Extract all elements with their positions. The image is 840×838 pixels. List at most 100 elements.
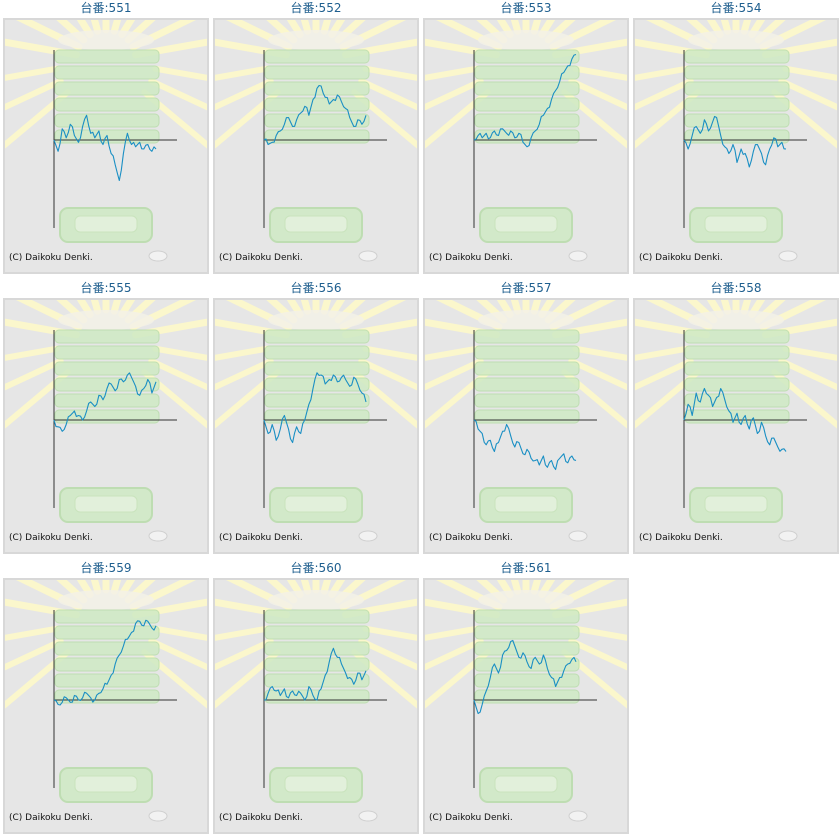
tray-top (58, 310, 154, 330)
tray-layer (54, 65, 160, 80)
coin-icon (568, 530, 588, 542)
ray (226, 580, 293, 611)
chart-title: 台番:559 (80, 561, 132, 575)
tray-top (58, 30, 154, 50)
ray (215, 38, 290, 59)
tray-layer (264, 329, 370, 344)
ray (215, 649, 281, 709)
series-line (473, 53, 577, 148)
ray (561, 89, 627, 149)
chart-frame: (C) Daikoku Denki. (423, 298, 629, 554)
tray-layer (54, 97, 160, 112)
ray (132, 38, 207, 59)
background-rays (425, 580, 627, 709)
ray (215, 358, 274, 391)
ray (436, 580, 503, 611)
chart-frame: (C) Daikoku Denki. (423, 578, 629, 834)
tray-layer (684, 97, 790, 112)
ray (124, 20, 156, 44)
ray (686, 20, 718, 44)
tray-top (268, 310, 364, 330)
ray (129, 20, 196, 51)
ray (759, 300, 826, 331)
ray (148, 638, 207, 671)
chart-title: 台番:554 (710, 1, 762, 15)
copyright-label: (C) Daikoku Denki. (219, 813, 303, 823)
ray (635, 38, 710, 59)
ray (342, 318, 417, 339)
ray (771, 89, 837, 149)
ray (129, 580, 196, 611)
tray-top (478, 310, 574, 330)
series-line (263, 647, 367, 701)
ray (425, 649, 491, 709)
ray (425, 38, 500, 59)
tray-layer (684, 329, 790, 344)
series-line (683, 115, 787, 168)
ray (266, 300, 298, 324)
tray-top (268, 590, 364, 610)
ray (5, 638, 64, 671)
ray (339, 300, 406, 331)
ray (362, 65, 417, 81)
tray-layer (474, 609, 580, 624)
tray-layer (684, 393, 790, 408)
coin-icon (358, 530, 378, 542)
tray-layer (264, 673, 370, 688)
chart-panel: 台番:552 (C) Daikoku Denki. (213, 0, 419, 274)
ray (5, 369, 71, 429)
tray-top (268, 30, 364, 50)
ray (266, 580, 298, 604)
ray (549, 20, 616, 51)
tray-layer (264, 689, 370, 704)
tray-layer (54, 345, 160, 360)
base-tray-inner (704, 495, 768, 513)
ray (549, 580, 616, 611)
tray-layer (474, 393, 580, 408)
ray (56, 300, 88, 324)
chart-title: 台番:552 (290, 1, 342, 15)
ray (436, 300, 503, 331)
ray (215, 65, 270, 81)
tray-layer (264, 393, 370, 408)
ray (362, 345, 417, 361)
ray (129, 300, 196, 331)
tray-layer (474, 641, 580, 656)
ray (754, 300, 786, 324)
ray (544, 300, 576, 324)
ray (215, 638, 274, 671)
ray (5, 38, 80, 59)
tray-layer (264, 49, 370, 64)
tray-layer (474, 81, 580, 96)
background-machine (264, 310, 378, 542)
base-tray-inner (74, 495, 138, 513)
chart-panel: 台番:557 (C) Daikoku Denki. (423, 280, 629, 554)
tray-layer (684, 113, 790, 128)
ray (148, 358, 207, 391)
tray-top (478, 590, 574, 610)
base-tray-inner (74, 215, 138, 233)
ray (425, 638, 484, 671)
chart-frame: (C) Daikoku Denki. (633, 298, 839, 554)
ray (552, 318, 627, 339)
ray (342, 598, 417, 619)
ray (152, 345, 207, 361)
copyright-label: (C) Daikoku Denki. (639, 533, 723, 543)
ray (226, 300, 293, 331)
tray-layer (474, 409, 580, 424)
background-rays (5, 20, 207, 149)
background-rays (215, 580, 417, 709)
ray (141, 89, 207, 149)
ray (152, 65, 207, 81)
copyright-label: (C) Daikoku Denki. (219, 533, 303, 543)
tray-layer (474, 65, 580, 80)
tray-layer (264, 609, 370, 624)
chart-title: 台番:553 (500, 1, 552, 15)
copyright-label: (C) Daikoku Denki. (639, 253, 723, 263)
chart-svg (5, 300, 207, 542)
chart-title: 台番:555 (80, 281, 132, 295)
ray (635, 318, 710, 339)
ray (16, 580, 83, 611)
chart-panel: 台番:554 (C) Daikoku Denki. (633, 0, 839, 274)
tray-layer (684, 377, 790, 392)
